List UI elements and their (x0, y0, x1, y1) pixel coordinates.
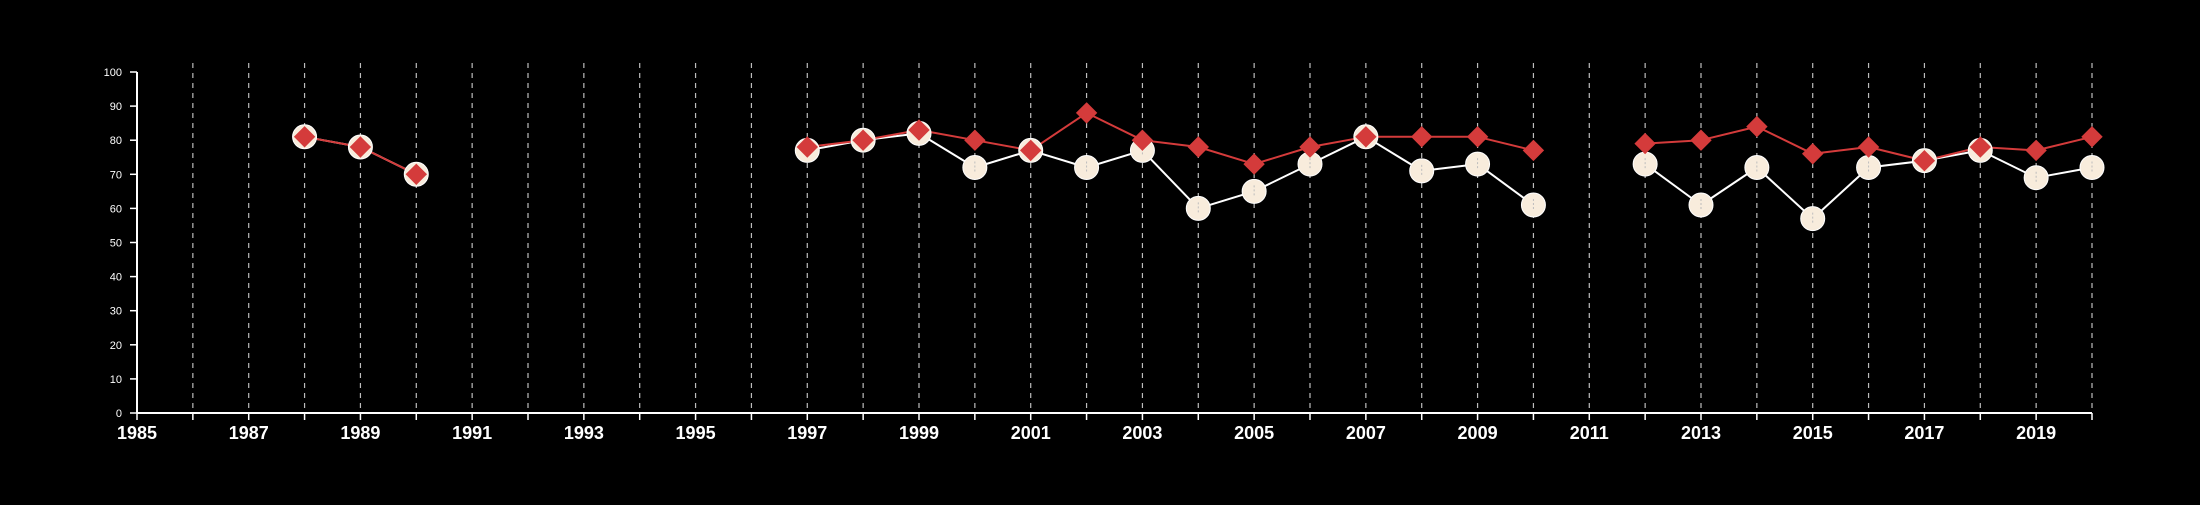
x-tick-label: 1991 (452, 423, 492, 443)
diamond-marker (405, 163, 428, 186)
series-layer (292, 102, 2105, 232)
diamond-marker (852, 129, 874, 151)
diamond-marker (2025, 139, 2047, 162)
y-tick-label: 40 (110, 272, 122, 284)
x-tick-label: 1993 (564, 423, 604, 443)
diamond-marker (796, 136, 819, 158)
y-tick-label: 20 (110, 340, 122, 352)
diamond-marker (1857, 136, 1880, 158)
x-tick-label: 1999 (899, 423, 939, 443)
x-tick-label: 2011 (1570, 423, 1609, 443)
y-tick-label: 60 (110, 203, 122, 215)
diamond-marker (293, 126, 316, 148)
diamond-marker (1522, 139, 1545, 162)
diamond-marker (1969, 136, 1992, 158)
diamond-marker (1801, 143, 1824, 165)
diamond-marker (1913, 149, 1936, 172)
x-tick-label: 2001 (1011, 423, 1051, 443)
diamond-marker (1075, 102, 1098, 124)
x-tick-label: 2007 (1346, 423, 1386, 443)
y-tick-label: 90 (110, 101, 122, 113)
diamond-marker (1466, 126, 1489, 148)
diamond-marker (1690, 129, 1712, 151)
y-tick-label: 70 (110, 169, 122, 181)
x-tick-label: 2017 (1904, 423, 1944, 443)
diamond-marker (1131, 129, 1154, 151)
diamond-marker (1243, 153, 1265, 175)
axis-layer: 0 10 20 30 40 50 60 70 80 90 100 1985 1987 1989 1991 19… (104, 67, 2093, 443)
x-tick-label: 1985 (117, 423, 157, 443)
diamond-marker (349, 136, 372, 158)
grid-layer (192, 63, 2093, 413)
diamond-marker (1746, 115, 1768, 138)
y-tick-label: 80 (110, 135, 122, 147)
x-tick-label: 2015 (1793, 423, 1833, 443)
x-tick-label: 2019 (2016, 423, 2056, 443)
diamond-marker (1410, 126, 1433, 148)
x-tick-label: 2005 (1234, 423, 1274, 443)
y-tick-label: 50 (110, 238, 122, 250)
diamond-marker (1634, 132, 1656, 155)
diamond-marker (964, 129, 986, 151)
diamond-marker (1355, 126, 1377, 148)
x-tick-label: 2003 (1122, 423, 1162, 443)
x-tick-label: 1989 (340, 423, 380, 443)
diamond-marker (1187, 136, 1210, 158)
y-tick-label: 100 (104, 67, 122, 79)
diamond-marker (2081, 126, 2103, 148)
y-tick-label: 0 (116, 408, 122, 420)
diamond-marker (908, 119, 930, 141)
y-tick-label: 10 (110, 374, 122, 386)
x-tick-label: 1997 (787, 423, 827, 443)
diamond-marker (1299, 136, 1321, 158)
y-tick-label: 30 (110, 306, 122, 318)
diamond-marker (1019, 139, 1042, 162)
x-tick-label: 1987 (229, 423, 269, 443)
x-tick-label: 2013 (1681, 423, 1721, 443)
x-tick-label: 2009 (1458, 423, 1498, 443)
x-tick-label: 1995 (676, 423, 716, 443)
